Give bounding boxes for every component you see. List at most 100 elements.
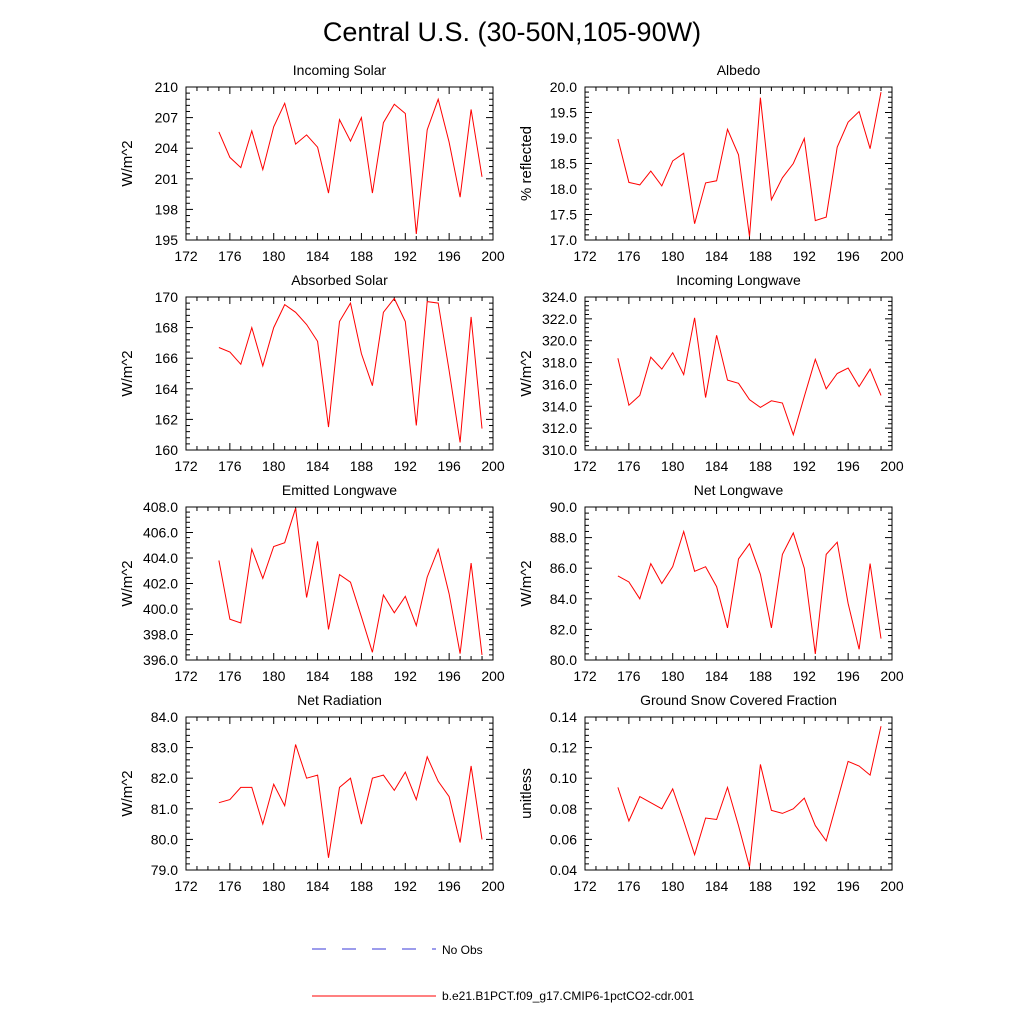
panel-title: Ground Snow Covered Fraction bbox=[640, 692, 837, 708]
y-tick-label: 17.5 bbox=[550, 207, 577, 223]
x-tick-label: 172 bbox=[573, 458, 597, 474]
y-tick-label: 310.0 bbox=[542, 442, 577, 458]
panel-title: Absorbed Solar bbox=[291, 272, 388, 288]
x-tick-label: 192 bbox=[793, 668, 817, 684]
plot-frame bbox=[185, 296, 494, 451]
y-tick-label: 84.0 bbox=[550, 591, 577, 607]
chart-panels: Incoming Solar W/m^2 172 176 180 184 188 192 196… bbox=[119, 62, 904, 894]
x-tick-label: 184 bbox=[306, 248, 330, 264]
x-tick-label: 192 bbox=[394, 878, 418, 894]
series-line bbox=[218, 297, 483, 443]
y-tick-label: 406.0 bbox=[143, 525, 178, 541]
x-tick-label: 200 bbox=[481, 878, 505, 894]
x-tick-label: 188 bbox=[350, 458, 374, 474]
legend: No Obs b.e21.B1PCT.f09_g17.CMIP6-1pctCO2… bbox=[312, 943, 694, 1003]
x-tick-label: 196 bbox=[836, 668, 860, 684]
y-tick-label: 400.0 bbox=[143, 601, 178, 617]
y-tick-label: 204 bbox=[155, 140, 179, 156]
x-tick-label: 196 bbox=[836, 458, 860, 474]
y-tick-label: 404.0 bbox=[143, 550, 178, 566]
y-tick-label: 0.12 bbox=[550, 740, 577, 756]
y-tick-label: 314.0 bbox=[542, 398, 577, 414]
y-tick-label: 322.0 bbox=[542, 311, 577, 327]
x-tick-label: 184 bbox=[306, 878, 330, 894]
figure-title: Central U.S. (30-50N,105-90W) bbox=[323, 17, 701, 47]
y-tick-label: 0.14 bbox=[550, 709, 577, 725]
series-line bbox=[617, 726, 882, 868]
y-tick-label: 0.04 bbox=[550, 862, 577, 878]
y-tick-label: 396.0 bbox=[143, 652, 178, 668]
x-tick-label: 200 bbox=[880, 878, 904, 894]
x-tick-label: 188 bbox=[749, 668, 773, 684]
y-tick-label: 162 bbox=[155, 411, 179, 427]
x-tick-label: 172 bbox=[174, 458, 198, 474]
y-tick-label: 19.5 bbox=[550, 105, 577, 121]
x-tick-label: 200 bbox=[481, 458, 505, 474]
x-tick-label: 172 bbox=[174, 878, 198, 894]
x-tick-label: 176 bbox=[218, 878, 242, 894]
panel-title: Net Longwave bbox=[694, 482, 784, 498]
y-tick-label: 80.0 bbox=[151, 831, 178, 847]
x-tick-label: 188 bbox=[350, 878, 374, 894]
y-tick-label: 88.0 bbox=[550, 530, 577, 546]
x-tick-label: 192 bbox=[394, 458, 418, 474]
x-tick-label: 176 bbox=[617, 248, 641, 264]
x-tick-label: 172 bbox=[573, 248, 597, 264]
chart-panel: Incoming Longwave W/m^2 172 176 180 184 188 192… bbox=[518, 272, 904, 474]
chart-panel: Emitted Longwave W/m^2 172 176 180 184 188 192 1… bbox=[119, 482, 505, 684]
legend-label-no-obs: No Obs bbox=[442, 943, 483, 957]
x-tick-label: 188 bbox=[350, 248, 374, 264]
panel-title: Incoming Solar bbox=[293, 62, 387, 78]
y-tick-label: 316.0 bbox=[542, 376, 577, 392]
x-tick-label: 172 bbox=[573, 878, 597, 894]
y-tick-label: 207 bbox=[155, 110, 179, 126]
x-tick-label: 180 bbox=[262, 458, 286, 474]
panel-title: Net Radiation bbox=[297, 692, 382, 708]
y-tick-label: 160 bbox=[155, 442, 179, 458]
x-tick-label: 200 bbox=[880, 668, 904, 684]
panel-title: Albedo bbox=[717, 62, 761, 78]
chart-panel: Absorbed Solar W/m^2 172 176 180 184 188 192 196… bbox=[119, 272, 505, 474]
x-tick-label: 172 bbox=[573, 668, 597, 684]
y-tick-label: 0.06 bbox=[550, 831, 577, 847]
x-tick-label: 188 bbox=[350, 668, 374, 684]
y-tick-label: 318.0 bbox=[542, 355, 577, 371]
y-tick-label: 84.0 bbox=[151, 709, 178, 725]
plot-frame bbox=[185, 86, 494, 241]
y-tick-label: 18.0 bbox=[550, 181, 577, 197]
y-tick-label: 195 bbox=[155, 232, 179, 248]
series-line bbox=[617, 92, 882, 237]
y-tick-label: 312.0 bbox=[542, 420, 577, 436]
x-tick-label: 184 bbox=[705, 878, 729, 894]
y-tick-label: 19.0 bbox=[550, 130, 577, 146]
y-tick-label: 80.0 bbox=[550, 652, 577, 668]
y-tick-label: 17.0 bbox=[550, 232, 577, 248]
y-tick-label: 324.0 bbox=[542, 289, 577, 305]
x-tick-label: 200 bbox=[481, 668, 505, 684]
y-tick-label: 201 bbox=[155, 171, 179, 187]
series-line bbox=[218, 744, 483, 858]
x-tick-label: 200 bbox=[481, 248, 505, 264]
x-tick-label: 196 bbox=[437, 668, 461, 684]
plot-frame bbox=[584, 296, 893, 451]
plot-frame bbox=[584, 86, 893, 241]
y-axis-label: % reflected bbox=[518, 126, 535, 201]
x-tick-label: 180 bbox=[262, 248, 286, 264]
x-tick-label: 196 bbox=[836, 248, 860, 264]
series-line bbox=[617, 317, 882, 437]
y-tick-label: 320.0 bbox=[542, 333, 577, 349]
x-tick-label: 176 bbox=[617, 458, 641, 474]
y-tick-label: 81.0 bbox=[151, 801, 178, 817]
y-tick-label: 198 bbox=[155, 201, 179, 217]
y-tick-label: 408.0 bbox=[143, 499, 178, 515]
y-axis-label: W/m^2 bbox=[119, 560, 136, 606]
y-axis-label: W/m^2 bbox=[518, 350, 535, 396]
y-tick-label: 82.0 bbox=[151, 770, 178, 786]
chart-panel: Net Radiation W/m^2 172 176 180 184 188 192 196 2… bbox=[119, 692, 505, 894]
x-tick-label: 180 bbox=[661, 458, 685, 474]
x-tick-label: 184 bbox=[306, 668, 330, 684]
y-axis-label: W/m^2 bbox=[518, 560, 535, 606]
y-tick-label: 166 bbox=[155, 350, 179, 366]
y-tick-label: 0.10 bbox=[550, 770, 577, 786]
